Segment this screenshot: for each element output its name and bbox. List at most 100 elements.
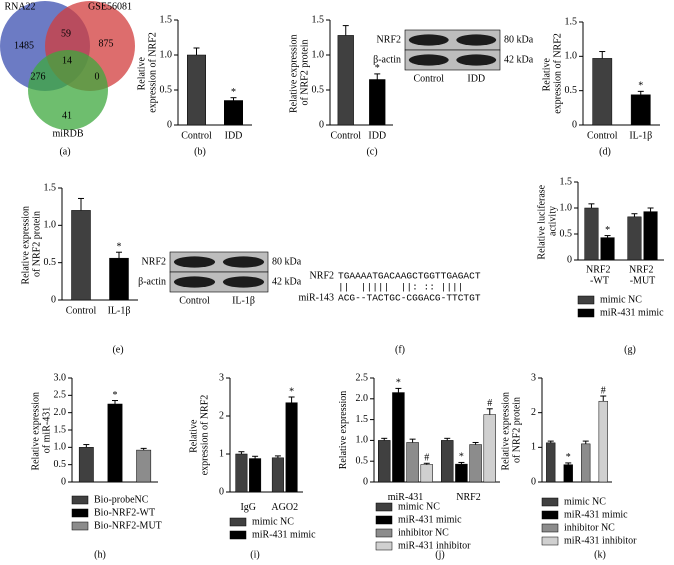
y-axis-label: Relative expression bbox=[338, 391, 349, 470]
bar bbox=[224, 100, 243, 126]
error-bar bbox=[631, 213, 638, 217]
y-tick-label: 0.5 bbox=[312, 84, 325, 95]
bar bbox=[592, 58, 613, 126]
significance-marker: * bbox=[113, 390, 118, 401]
y-tick-label: 1.5 bbox=[312, 14, 325, 25]
y-axis-label: Relative expression of NRF2 bbox=[542, 33, 564, 114]
y-tick-label: 1.5 bbox=[160, 14, 173, 25]
error-bar bbox=[565, 462, 572, 465]
y-tick-label: 3 bbox=[531, 372, 536, 383]
blot-band bbox=[222, 256, 265, 268]
error-bar bbox=[647, 207, 654, 212]
significance-marker: * bbox=[638, 81, 643, 92]
legend-label: miR-431 mimic bbox=[600, 307, 664, 318]
y-tick-label: 2.5 bbox=[356, 372, 369, 383]
venn-count: 14 bbox=[62, 55, 72, 66]
band-size: 80 kDa bbox=[504, 34, 534, 45]
y-tick-label: 0 bbox=[51, 294, 56, 305]
bar bbox=[378, 440, 391, 483]
venn-set-name: RNA22 bbox=[4, 1, 35, 12]
lane-label: IDD bbox=[467, 73, 485, 84]
significance-marker: * bbox=[459, 452, 464, 463]
error-bar bbox=[193, 47, 200, 55]
x-tick-label: NRF2 bbox=[456, 492, 480, 503]
bar bbox=[392, 392, 405, 483]
significance-marker: # bbox=[424, 453, 429, 464]
band-name: NRF2 bbox=[377, 34, 401, 45]
panel-label: (i) bbox=[250, 549, 259, 560]
y-tick-label: 1.5 bbox=[44, 182, 57, 193]
legend-swatch bbox=[541, 497, 559, 507]
y-tick-label: 0 bbox=[363, 476, 368, 487]
blot-band bbox=[408, 34, 449, 46]
legend-label: inhibitor NC bbox=[398, 527, 449, 538]
legend-label: miR-431 inhibitor bbox=[398, 540, 471, 551]
error-bar bbox=[78, 197, 84, 211]
bar bbox=[235, 453, 248, 493]
significance-marker: * bbox=[605, 225, 610, 236]
x-tick-label: Control bbox=[181, 130, 212, 141]
y-tick-label: 1 bbox=[219, 448, 224, 459]
y-tick-label: 0.5 bbox=[160, 84, 173, 95]
x-tick-label: Control bbox=[587, 130, 618, 141]
x-tick-label: NRF2 -WT bbox=[586, 265, 613, 287]
venn-count: 1485 bbox=[14, 40, 34, 51]
band-size: 42 kDa bbox=[272, 276, 302, 287]
panel-label: (k) bbox=[594, 549, 606, 560]
bar bbox=[420, 464, 433, 483]
y-tick-label: 1.5 bbox=[565, 16, 578, 27]
band-size: 42 kDa bbox=[504, 54, 534, 65]
error-bar bbox=[83, 444, 90, 448]
pairing: || ||||| ||: :: |||| bbox=[338, 282, 481, 293]
blot-band bbox=[456, 34, 497, 46]
x-tick-label: IL-1β bbox=[629, 130, 652, 141]
panel-label: (b) bbox=[194, 146, 206, 157]
y-tick-label: 1.0 bbox=[356, 435, 369, 446]
legend-label: mimic NC bbox=[600, 294, 642, 305]
y-tick-label: 1.0 bbox=[160, 49, 173, 60]
legend-label: miR-431 mimic bbox=[252, 529, 316, 540]
panel-label: (g) bbox=[624, 344, 636, 355]
bar bbox=[630, 94, 651, 126]
y-axis-label: Relative luciferase activity bbox=[537, 182, 559, 259]
blot-band bbox=[173, 276, 216, 288]
panel-label: (h) bbox=[94, 549, 106, 560]
venn-count: 59 bbox=[61, 28, 71, 39]
bar bbox=[469, 444, 482, 483]
significance-marker: # bbox=[601, 385, 606, 396]
legend-label: inhibitor NC bbox=[564, 522, 615, 533]
x-tick-label: Control bbox=[66, 305, 97, 316]
y-tick-label: 2.5 bbox=[54, 390, 67, 401]
legend-label: Bio-NRF2-MUT bbox=[94, 520, 162, 531]
band-size: 80 kDa bbox=[272, 256, 302, 267]
y-axis-label: Relative expression of miR-431 bbox=[31, 389, 53, 470]
legend-swatch bbox=[375, 541, 393, 551]
y-tick-label: 0 bbox=[567, 254, 572, 265]
legend-label: miR-431 mimic bbox=[398, 514, 462, 525]
error-bar bbox=[486, 408, 493, 415]
x-tick-label: IDD bbox=[368, 130, 386, 141]
legend-label: miR-431 inhibitor bbox=[564, 535, 637, 546]
y-tick-label: 0.5 bbox=[560, 228, 573, 239]
bar bbox=[187, 54, 206, 126]
error-bar bbox=[604, 235, 611, 238]
error-bar bbox=[588, 203, 595, 208]
legend-swatch bbox=[541, 536, 559, 546]
bar bbox=[627, 216, 642, 261]
bar bbox=[581, 443, 591, 483]
legend-label: mimic NC bbox=[564, 496, 606, 507]
y-tick-label: 1.5 bbox=[54, 424, 67, 435]
venn-set-name: miRDB bbox=[52, 128, 83, 139]
lane-label: IL-1β bbox=[232, 295, 255, 306]
venn-count: 276 bbox=[31, 71, 46, 82]
y-tick-label: 0.5 bbox=[565, 85, 578, 96]
bar bbox=[546, 442, 556, 483]
error-bar bbox=[472, 441, 479, 445]
legend-swatch bbox=[71, 508, 89, 518]
error-bar bbox=[116, 251, 122, 259]
significance-marker: # bbox=[487, 398, 492, 409]
error-bar bbox=[230, 97, 237, 101]
y-tick-label: 0 bbox=[219, 486, 224, 497]
bar bbox=[643, 211, 658, 261]
